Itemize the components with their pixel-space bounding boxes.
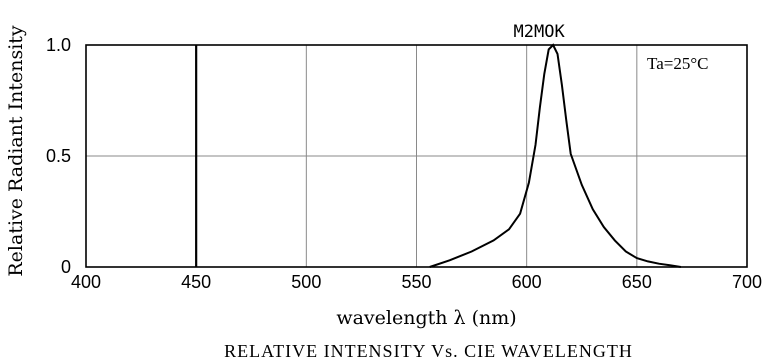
condition-label: Ta=25°C	[647, 54, 708, 73]
y-tick-label: 1.0	[46, 35, 71, 55]
y-axis-title: Relative Radiant Intensity	[5, 25, 27, 277]
y-tick-labels: 0 0.5 1.0	[46, 35, 71, 277]
peak-label: M2MOK	[514, 22, 566, 42]
y-tick-label: 0	[61, 257, 71, 277]
x-axis-title: wavelength λ (nm)	[336, 307, 516, 329]
x-tick-label: 550	[401, 272, 431, 292]
spectrum-line	[429, 43, 682, 268]
x-tick-label: 650	[622, 272, 652, 292]
x-tick-label: 450	[181, 272, 211, 292]
x-tick-label: 500	[291, 272, 321, 292]
chart-caption: RELATIVE INTENSITY Vs. CIE WAVELENGTH	[224, 341, 633, 361]
series-layer	[429, 43, 682, 268]
y-tick-label: 0.5	[46, 146, 71, 166]
x-tick-labels: 400 450 500 550 600 650 700	[71, 272, 762, 292]
x-tick-label: 700	[732, 272, 762, 292]
plot-frame	[85, 44, 748, 268]
x-tick-label: 400	[71, 272, 101, 292]
x-tick-label: 600	[512, 272, 542, 292]
grid-lines	[86, 45, 747, 267]
